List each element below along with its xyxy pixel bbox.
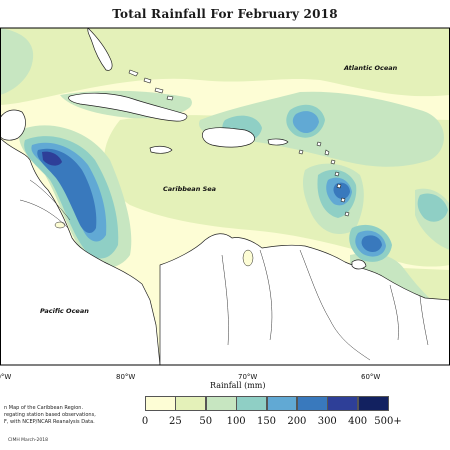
legend-tick: 300	[317, 416, 337, 427]
hispaniola-land	[202, 127, 255, 148]
south-america-land	[159, 233, 450, 365]
legend-swatch	[266, 396, 298, 411]
longitude-label: 90°W	[0, 373, 12, 381]
longitude-label: 60°W	[361, 373, 381, 381]
legend-tick: 200	[287, 416, 307, 427]
legend-tick: 100	[226, 416, 246, 427]
legend-tick: 50	[199, 416, 213, 427]
trinidad-land	[351, 259, 367, 270]
legend-tick: 500+	[374, 416, 402, 427]
jamaica-land	[149, 145, 173, 154]
caribbean-sea-label: Caribbean Sea	[163, 185, 217, 193]
lakes	[54, 221, 254, 267]
legend-swatch	[357, 396, 389, 411]
legend-tick: 150	[256, 416, 277, 427]
legend-tick: 0	[141, 416, 149, 427]
lesser-antilles-islands	[298, 141, 350, 217]
longitude-label: 80°W	[116, 373, 136, 381]
note-line: n Map of the Caribbean Region.	[4, 405, 84, 411]
atlantic-ocean-label: Atlantic Ocean	[344, 64, 398, 72]
cuba-land	[68, 92, 188, 122]
rainfall-band-300	[42, 151, 62, 166]
legend-swatch	[145, 396, 176, 411]
rainfall-band-200	[37, 148, 382, 253]
pacific-ocean-label: Pacific Ocean	[40, 307, 89, 315]
legend-swatch	[327, 396, 359, 411]
yucatan-land	[0, 109, 26, 141]
longitude-label: 70°W	[238, 373, 258, 381]
legend-tick: 25	[169, 416, 182, 427]
legend-tick: 400	[348, 416, 368, 427]
credit-text: CIMH March-2018	[8, 438, 48, 443]
legend-swatch	[175, 396, 207, 411]
note-line: F, with NCEP/NCAR Reanalysis Data.	[4, 419, 95, 425]
legend-title: Rainfall (mm)	[210, 381, 266, 390]
note-line: regating station based observations,	[4, 412, 96, 418]
legend-swatch	[296, 396, 328, 411]
legend-swatch	[236, 396, 268, 411]
bahamas-islands	[128, 69, 174, 101]
country-borders	[19, 179, 429, 361]
puerto-rico-land	[267, 138, 289, 146]
legend-swatch	[205, 396, 237, 411]
central-america-land	[0, 137, 161, 365]
florida-land	[87, 28, 113, 71]
land-masses	[0, 28, 450, 365]
map-title: Total Rainfall For February 2018	[112, 7, 338, 21]
